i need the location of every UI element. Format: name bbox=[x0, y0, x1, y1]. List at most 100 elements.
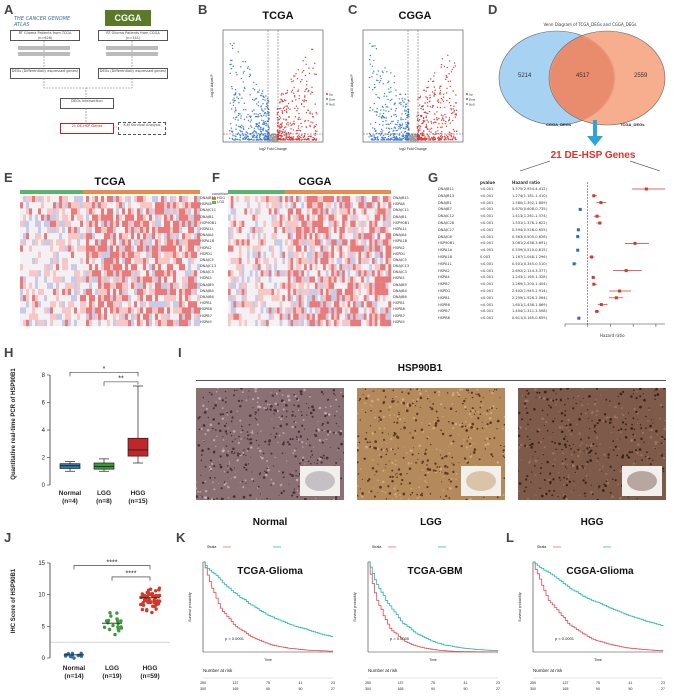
volcano-point-nosig bbox=[275, 136, 278, 139]
heatmap-cell bbox=[371, 245, 375, 252]
heatmap-cell bbox=[110, 214, 114, 221]
heatmap-cell bbox=[249, 233, 253, 240]
heatmap-cell bbox=[274, 220, 278, 228]
volcano-point bbox=[391, 98, 393, 101]
heatmap-cell bbox=[155, 245, 159, 252]
volcano-point bbox=[280, 126, 282, 129]
volcano-point bbox=[292, 137, 294, 140]
heatmap-cell bbox=[167, 251, 171, 259]
heatmap-cell bbox=[170, 270, 174, 277]
heatmap-cell bbox=[236, 220, 240, 228]
heatmap-cell bbox=[167, 233, 171, 240]
volcano-point bbox=[258, 115, 260, 118]
heatmap-cell bbox=[347, 196, 351, 203]
heatmap-cell bbox=[197, 319, 201, 327]
heatmap-cell bbox=[191, 319, 195, 327]
volcano-point-nosig bbox=[269, 139, 271, 142]
heatmap-cell bbox=[293, 257, 297, 265]
heatmap-cell bbox=[128, 202, 132, 209]
heatmap-cell bbox=[252, 270, 256, 277]
heatmap-gene-label: HSPD1 bbox=[200, 251, 213, 256]
volcano-point bbox=[444, 136, 446, 138]
heatmap-cell bbox=[158, 208, 162, 215]
heatmap-cell bbox=[369, 313, 373, 321]
heatmap-cell bbox=[304, 196, 307, 203]
heatmap-cell bbox=[287, 208, 291, 215]
heatmap-cell bbox=[77, 295, 81, 302]
heatmap-cell bbox=[371, 319, 375, 327]
heatmap-cell bbox=[366, 208, 370, 215]
heatmap-cell bbox=[170, 282, 174, 290]
volcano-point bbox=[370, 123, 372, 125]
heatmap-cell bbox=[257, 257, 261, 265]
heatmap-cell bbox=[241, 313, 245, 321]
heatmap-cell bbox=[363, 214, 367, 221]
km-curve-low bbox=[533, 561, 664, 626]
volcano-point bbox=[383, 95, 385, 97]
heatmap-cell bbox=[119, 319, 123, 327]
heatmap-cell bbox=[56, 276, 60, 283]
heatmap-cell bbox=[50, 233, 54, 240]
volcano-point bbox=[231, 47, 234, 50]
heatmap-cell bbox=[260, 220, 264, 228]
heatmap-cell bbox=[325, 208, 329, 215]
volcano-point bbox=[369, 134, 372, 136]
volcano-point bbox=[424, 102, 426, 104]
heatmap-cell bbox=[92, 282, 96, 290]
volcano-point bbox=[442, 100, 445, 103]
heatmap-cell bbox=[134, 313, 138, 321]
heatmap-cell bbox=[101, 196, 105, 203]
volcano-point bbox=[262, 103, 264, 105]
volcano-point bbox=[298, 95, 300, 97]
heatmap-cell bbox=[295, 276, 299, 283]
heatmap-cell bbox=[131, 239, 135, 246]
heatmap-cell bbox=[287, 226, 291, 234]
heatmap-cell bbox=[110, 233, 114, 240]
heatmap-cell bbox=[352, 233, 356, 240]
volcano-point bbox=[258, 122, 260, 124]
heatmap-cell bbox=[263, 196, 267, 203]
heatmap-cell bbox=[355, 245, 359, 252]
box-sig-bracket bbox=[69, 371, 139, 377]
volcano-point bbox=[427, 134, 429, 137]
heatmap-cell bbox=[287, 239, 291, 246]
heatmap-cell bbox=[89, 196, 93, 203]
heatmap-cell bbox=[298, 319, 302, 327]
heatmap-cell bbox=[23, 307, 27, 314]
heatmap-cell bbox=[92, 295, 96, 302]
volcano-point bbox=[234, 88, 237, 91]
volcano-point bbox=[450, 71, 453, 73]
heatmap-cell bbox=[366, 264, 370, 271]
heatmap-cell bbox=[125, 295, 129, 302]
heatmap-cell bbox=[20, 270, 24, 277]
heatmap-cell bbox=[185, 288, 189, 296]
heatmap-cell bbox=[385, 288, 389, 296]
heatmap-cell bbox=[104, 288, 108, 296]
volcano-point bbox=[405, 128, 407, 130]
forest-hr: 3.081(2.638-3.691) bbox=[512, 241, 547, 246]
heatmap-cell bbox=[363, 270, 367, 277]
heatmap-cell bbox=[249, 208, 253, 215]
volcano-point bbox=[252, 87, 254, 90]
volcano-point bbox=[250, 119, 253, 121]
heatmap-cell bbox=[26, 202, 30, 209]
ihc-label-hgg: HGG bbox=[580, 517, 604, 528]
heatmap-cell bbox=[68, 196, 72, 203]
volcano-point bbox=[371, 76, 373, 78]
heatmap-cell bbox=[179, 307, 183, 314]
heatmap-cell bbox=[176, 239, 180, 246]
heatmap-cell bbox=[122, 313, 126, 321]
heatmap-cell bbox=[152, 202, 156, 209]
volcano-point bbox=[419, 127, 421, 129]
volcano-point bbox=[439, 135, 442, 138]
heatmap-cell bbox=[44, 233, 48, 240]
heatmap-cell bbox=[143, 239, 147, 246]
heatmap-cell bbox=[182, 233, 186, 240]
volcano-point bbox=[445, 74, 448, 77]
heatmap-cell bbox=[59, 307, 63, 314]
heatmap-cell bbox=[188, 307, 192, 314]
volcano-legend-label: NoSig bbox=[469, 103, 475, 107]
volcano-point bbox=[417, 133, 419, 136]
heatmap-cell bbox=[244, 220, 248, 228]
